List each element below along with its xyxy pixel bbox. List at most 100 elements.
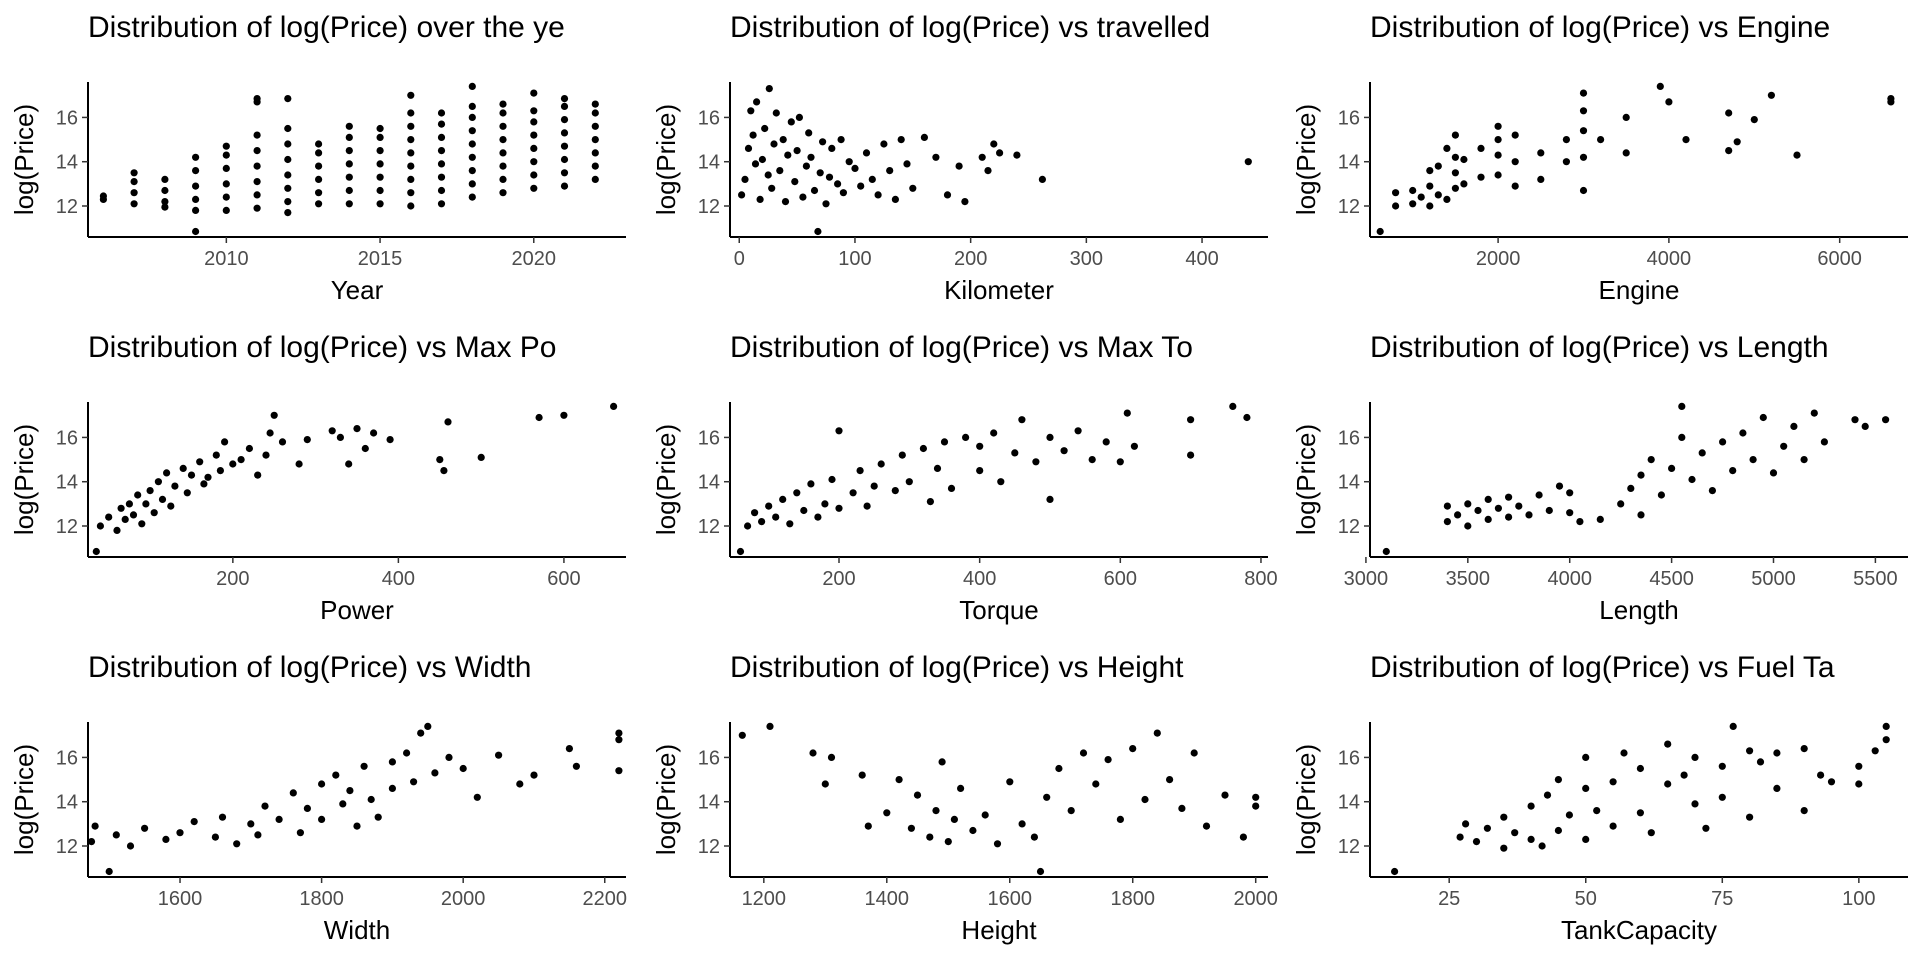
data-point <box>787 118 795 126</box>
data-point <box>610 402 618 410</box>
data-point <box>1609 822 1617 830</box>
data-point <box>1622 113 1630 121</box>
data-point <box>167 502 175 510</box>
data-point <box>905 478 913 486</box>
y-tick-label: 16 <box>56 747 78 769</box>
data-point <box>816 169 824 177</box>
data-point <box>870 482 878 490</box>
data-point <box>849 489 857 497</box>
data-point <box>1426 202 1434 210</box>
panel-torque: Distribution of log(Price) vs Max To 200 4… <box>651 331 1278 625</box>
data-point <box>834 180 842 188</box>
y-tick-label: 16 <box>698 427 720 449</box>
data-point <box>807 153 815 161</box>
data-points <box>738 85 1252 236</box>
data-point <box>113 526 121 535</box>
data-point <box>361 444 369 453</box>
data-point <box>407 109 415 117</box>
data-point <box>766 722 774 731</box>
data-point <box>1582 753 1590 762</box>
data-point <box>828 144 836 152</box>
data-point <box>162 835 170 844</box>
data-point <box>976 467 984 475</box>
data-point <box>403 749 411 757</box>
data-point <box>1555 482 1564 490</box>
data-point <box>845 158 853 166</box>
data-point <box>444 418 452 426</box>
data-point <box>345 200 353 208</box>
data-point <box>1637 511 1645 519</box>
y-tick-label: 16 <box>1338 427 1360 449</box>
data-point <box>499 109 507 117</box>
data-point <box>913 791 922 799</box>
y-axis-label: log(Price) <box>651 104 681 215</box>
x-tick-label: 4000 <box>1647 248 1692 270</box>
data-point <box>749 131 757 139</box>
data-point <box>944 838 952 846</box>
data-point <box>1484 515 1492 524</box>
data-point <box>807 480 815 488</box>
data-point <box>765 502 773 510</box>
data-point <box>353 822 361 830</box>
data-point <box>1190 749 1198 757</box>
data-point <box>835 504 843 512</box>
data-point <box>1013 151 1021 159</box>
data-point <box>468 153 476 161</box>
data-point <box>909 184 917 192</box>
data-point <box>1691 753 1699 762</box>
data-point <box>1750 116 1758 124</box>
data-point <box>530 171 538 179</box>
data-point <box>130 189 138 197</box>
data-point <box>221 438 229 446</box>
data-point <box>1596 515 1604 524</box>
data-point <box>950 815 959 824</box>
x-tick-label: 0 <box>734 248 745 270</box>
data-point <box>1746 813 1754 821</box>
panel-power: Distribution of log(Price) vs Max Po 200 4… <box>9 331 626 625</box>
data-points <box>92 402 618 556</box>
data-point <box>253 162 261 170</box>
data-point <box>920 133 929 141</box>
data-point <box>161 175 169 183</box>
data-point <box>129 511 138 519</box>
data-point <box>284 140 292 148</box>
data-point <box>1682 136 1690 144</box>
data-point <box>468 127 476 135</box>
data-point <box>591 122 599 130</box>
data-point <box>1079 749 1088 757</box>
data-point <box>192 227 200 236</box>
data-point <box>499 136 507 144</box>
x-tick-label: 5500 <box>1853 568 1898 590</box>
data-point <box>437 200 446 208</box>
data-point <box>376 160 384 168</box>
data-point <box>346 787 354 795</box>
data-point <box>591 162 599 170</box>
data-point <box>407 202 415 210</box>
data-point <box>176 829 184 837</box>
data-point <box>222 164 230 172</box>
data-point <box>1851 416 1859 424</box>
data-point <box>1543 791 1552 799</box>
panel-title: Distribution of log(Price) vs Width <box>88 651 531 684</box>
data-point <box>1130 442 1138 450</box>
data-point <box>87 838 96 846</box>
data-point <box>254 471 262 479</box>
data-point <box>1187 416 1195 424</box>
data-point <box>791 178 799 186</box>
data-point <box>1443 144 1451 152</box>
data-point <box>1511 158 1519 166</box>
data-point <box>795 113 804 121</box>
x-tick-label: 2010 <box>204 248 249 270</box>
data-point <box>1800 745 1808 753</box>
x-tick-label: 600 <box>1104 568 1137 590</box>
x-tick-label: 2000 <box>441 888 486 910</box>
data-point <box>303 436 311 444</box>
data-point <box>179 464 187 472</box>
data-point <box>1451 184 1459 192</box>
data-point <box>1535 491 1543 499</box>
data-point <box>1456 833 1464 841</box>
data-point <box>1434 191 1442 199</box>
data-point <box>1582 835 1590 844</box>
data-point <box>1474 506 1482 515</box>
data-point <box>1511 829 1519 837</box>
